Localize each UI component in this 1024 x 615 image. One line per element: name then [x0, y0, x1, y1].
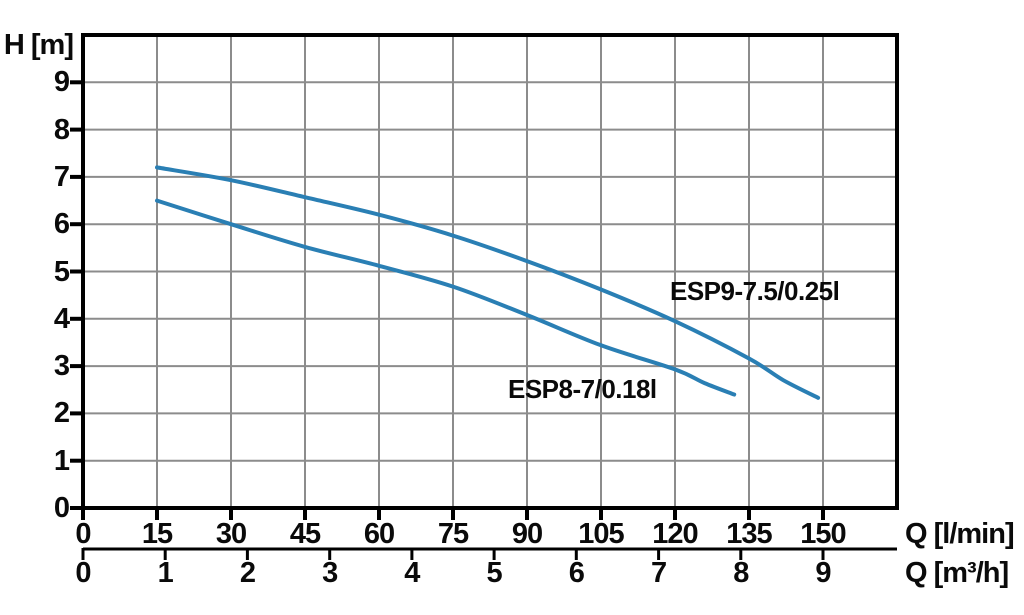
- x-tick-label-m3h: 0: [75, 557, 91, 589]
- y-tick-label: 3: [53, 350, 70, 383]
- x-tick-label-m3h: 9: [815, 557, 831, 589]
- x-tick-label-lmin: 75: [437, 518, 469, 550]
- x-tick-label-m3h: 2: [239, 557, 256, 589]
- series-label-esp9: ESP9-7.5/0.25l: [670, 276, 840, 306]
- x-axis-title-m3h: Q [m³/h]: [905, 557, 1009, 589]
- y-axis-title: H [m]: [3, 29, 74, 61]
- series-label-esp8: ESP8-7/0.18l: [508, 374, 657, 404]
- x-tick-label-m3h: 3: [322, 557, 338, 589]
- y-tick-label: 8: [53, 113, 70, 146]
- x-tick-label-m3h: 4: [404, 557, 420, 589]
- y-tick-label: 5: [53, 255, 70, 288]
- y-tick-label: 9: [53, 66, 70, 99]
- y-tick-label: 2: [53, 397, 70, 430]
- x-tick-label-lmin: 150: [800, 518, 846, 550]
- pump-curve-esp9: [155, 165, 821, 400]
- x-tick-label-lmin: 120: [652, 518, 698, 550]
- y-tick-label: 1: [53, 444, 70, 477]
- x-tick-label-lmin: 15: [141, 518, 173, 550]
- y-tick-label: 4: [53, 302, 70, 335]
- x-axis-title-lmin: Q [l/min]: [905, 518, 1015, 550]
- x-tick-label-m3h: 1: [157, 557, 174, 589]
- y-tick-label: 6: [53, 208, 70, 241]
- pump-curve-esp8: [155, 198, 737, 397]
- x-tick-label-m3h: 5: [486, 557, 503, 589]
- x-tick-label-lmin: 135: [726, 518, 772, 550]
- x-tick-label-m3h: 6: [568, 557, 585, 589]
- x-tick-label-lmin: 60: [363, 518, 395, 550]
- y-tick-label: 0: [53, 492, 70, 524]
- x-tick-label-lmin: 90: [511, 518, 543, 550]
- x-tick-label-lmin: 0: [75, 518, 91, 550]
- x-tick-label-lmin: 105: [578, 518, 624, 550]
- x-tick-label-m3h: 8: [733, 557, 749, 589]
- y-tick-label: 7: [53, 160, 70, 193]
- x-tick-label-lmin: 45: [289, 518, 321, 550]
- x-tick-label-m3h: 7: [650, 557, 667, 589]
- x-tick-label-lmin: 30: [215, 518, 247, 550]
